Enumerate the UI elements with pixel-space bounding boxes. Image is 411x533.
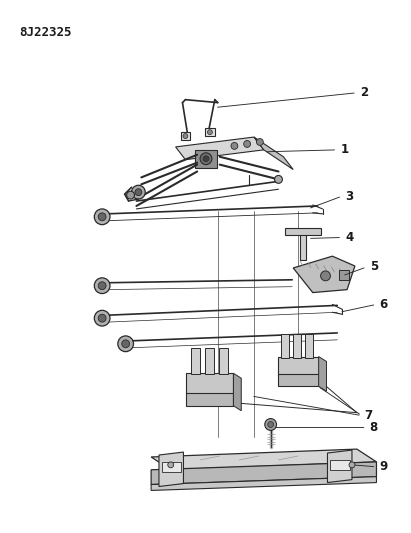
Circle shape [94, 310, 110, 326]
Bar [219, 349, 228, 375]
Bar [195, 150, 217, 167]
Bar [339, 270, 349, 280]
Circle shape [98, 282, 106, 289]
Circle shape [208, 130, 212, 135]
Polygon shape [319, 357, 326, 391]
Bar [205, 349, 214, 375]
Circle shape [256, 139, 263, 146]
Circle shape [168, 462, 174, 468]
Polygon shape [151, 449, 376, 470]
Circle shape [135, 189, 142, 196]
Polygon shape [151, 462, 376, 484]
Text: 3: 3 [345, 190, 353, 203]
Circle shape [94, 278, 110, 294]
Circle shape [275, 175, 282, 183]
Text: 8: 8 [369, 421, 378, 434]
Polygon shape [151, 477, 376, 490]
Bar [305, 334, 313, 358]
Text: 9: 9 [379, 461, 388, 473]
Text: 4: 4 [345, 231, 353, 244]
Circle shape [268, 422, 274, 427]
Polygon shape [233, 373, 241, 411]
Circle shape [265, 418, 277, 430]
Bar [187, 393, 233, 406]
Polygon shape [293, 256, 355, 293]
Text: 8J22325: 8J22325 [19, 26, 72, 39]
Circle shape [132, 185, 145, 199]
Bar [187, 373, 233, 394]
Circle shape [118, 336, 134, 352]
Circle shape [183, 134, 188, 139]
Bar [300, 232, 306, 260]
Circle shape [200, 153, 212, 165]
Circle shape [98, 314, 106, 322]
Circle shape [244, 141, 251, 148]
Bar [330, 460, 350, 470]
Polygon shape [175, 137, 264, 160]
Circle shape [98, 213, 106, 221]
Text: 6: 6 [379, 298, 388, 311]
Bar [277, 375, 319, 386]
Polygon shape [254, 137, 293, 169]
Circle shape [203, 156, 209, 161]
Bar [282, 334, 289, 358]
Text: 2: 2 [360, 86, 368, 99]
Bar [162, 462, 180, 472]
Circle shape [127, 191, 134, 199]
Text: 5: 5 [369, 261, 378, 273]
Bar [205, 128, 215, 136]
Bar [180, 132, 190, 140]
Text: 1: 1 [340, 143, 349, 156]
Bar [293, 334, 301, 358]
Circle shape [349, 462, 355, 468]
Circle shape [94, 209, 110, 225]
Polygon shape [328, 450, 352, 482]
Circle shape [231, 142, 238, 149]
Polygon shape [159, 452, 183, 487]
Text: 7: 7 [365, 409, 373, 422]
Bar [277, 357, 319, 376]
Bar [285, 228, 321, 235]
Bar [191, 349, 200, 375]
Circle shape [122, 340, 129, 348]
Circle shape [321, 271, 330, 281]
